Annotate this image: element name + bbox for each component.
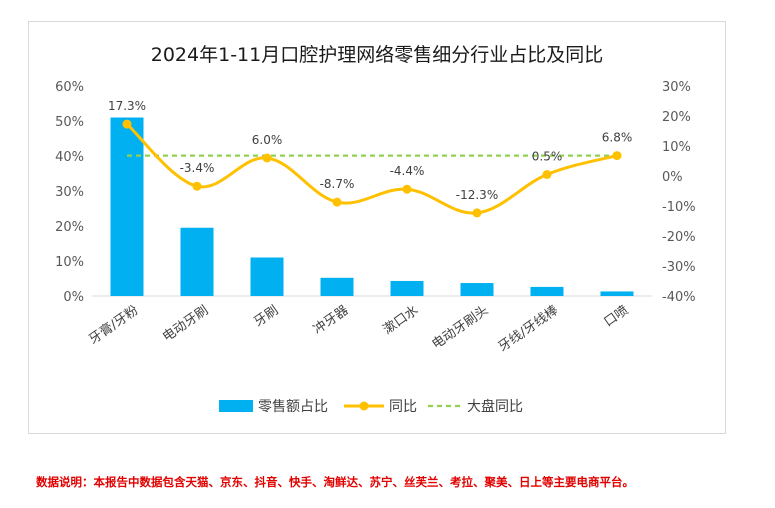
chart-frame: 2024年1-11月口腔护理网络零售细分行业占比及同比 xyxy=(28,21,726,434)
bar xyxy=(530,286,564,296)
yoy-data-label: -8.7% xyxy=(320,177,355,191)
bar xyxy=(600,291,634,296)
legend-swatch-retail-share xyxy=(219,400,253,412)
legend-label-retail-share: 零售额占比 xyxy=(258,399,328,415)
y-right-tick-label: 20% xyxy=(662,110,691,125)
yoy-data-label: -4.4% xyxy=(390,164,425,178)
yoy-line xyxy=(125,122,618,215)
y-left-tick-label: 30% xyxy=(55,185,84,200)
bar xyxy=(460,283,494,296)
yoy-point xyxy=(122,119,132,129)
chart-title: 2024年1-11月口腔护理网络零售细分行业占比及同比 xyxy=(150,44,604,66)
yoy-data-label: 6.0% xyxy=(252,133,283,147)
legend-marker-yoy xyxy=(359,401,369,411)
y-right-tick-label: 10% xyxy=(662,140,691,155)
yoy-data-label: 6.8% xyxy=(602,131,633,145)
x-tick-label: 牙膏/牙粉 xyxy=(86,302,141,347)
x-tick-label: 电动牙刷头 xyxy=(429,303,491,353)
y-left-tick-label: 40% xyxy=(55,150,84,165)
y-right-tick-label: -40% xyxy=(662,290,696,305)
y-left-tick-label: 50% xyxy=(55,115,84,130)
y-right-tick-label: 30% xyxy=(662,80,691,95)
x-tick-label: 漱口水 xyxy=(381,303,422,338)
bar xyxy=(180,227,214,296)
y-left-tick-label: 20% xyxy=(55,220,84,235)
x-tick-label: 口喷 xyxy=(601,303,631,330)
yoy-point xyxy=(542,170,552,179)
y-left-tick-label: 60% xyxy=(55,80,84,95)
x-tick-label: 冲牙器 xyxy=(311,303,352,338)
bar xyxy=(390,280,424,296)
y-left-tick-label: 10% xyxy=(55,255,84,270)
y-right-tick-label: -30% xyxy=(662,260,696,275)
yoy-point xyxy=(612,151,622,161)
x-tick-label: 牙刷 xyxy=(251,303,281,330)
yoy-point xyxy=(192,181,202,191)
bar xyxy=(320,277,354,296)
y-right-tick-label: -10% xyxy=(662,200,696,215)
legend-label-yoy: 同比 xyxy=(389,399,417,415)
yoy-data-label: -12.3% xyxy=(456,188,498,202)
x-tick-label: 电动牙刷 xyxy=(160,303,211,345)
yoy-data-label: 0.5% xyxy=(532,150,563,164)
x-tick-label: 牙线/牙线棒 xyxy=(496,303,561,355)
yoy-point xyxy=(332,197,342,207)
y-right-tick-label: 0% xyxy=(662,170,683,185)
y-right-tick-label: -20% xyxy=(662,230,696,245)
yoy-point xyxy=(262,153,272,163)
legend-label-market-yoy: 大盘同比 xyxy=(467,398,523,415)
yoy-data-label: -3.4% xyxy=(180,161,215,175)
yoy-point xyxy=(472,208,482,218)
data-footnote: 数据说明：本报告中数据包含天猫、京东、抖音、快手、淘鲜达、苏宁、丝芙兰、考拉、聚… xyxy=(36,475,634,489)
yoy-data-label: 17.3% xyxy=(108,99,146,113)
bar xyxy=(110,117,144,296)
yoy-point xyxy=(402,184,412,194)
y-left-tick-label: 0% xyxy=(63,290,84,305)
bar xyxy=(250,257,284,296)
